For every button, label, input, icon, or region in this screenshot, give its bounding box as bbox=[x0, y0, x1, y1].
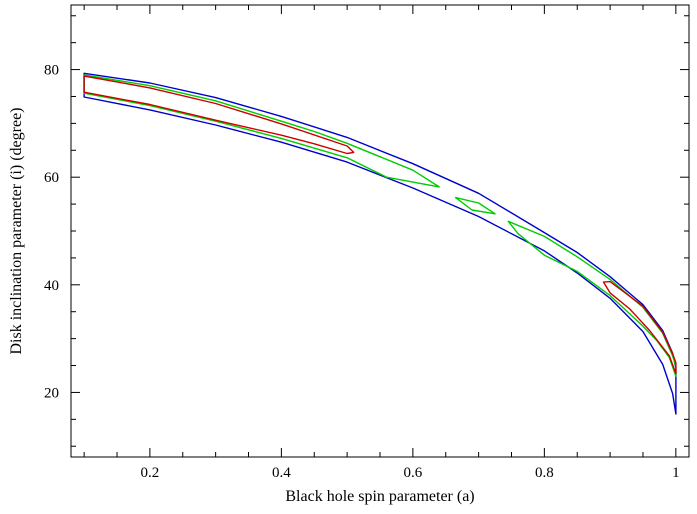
axis-ticks: 0.2 0.4 0.6 0.8 1 20 40 60 80 bbox=[44, 5, 689, 481]
y-tick-label: 60 bbox=[44, 170, 59, 186]
x-tick-label: 0.4 bbox=[272, 465, 291, 481]
contour-series-line-5 bbox=[602, 280, 677, 375]
y-tick-label: 40 bbox=[44, 278, 59, 294]
contour-series-line-1 bbox=[83, 74, 440, 188]
contour-series bbox=[83, 72, 677, 415]
contour-series-line-3 bbox=[507, 220, 677, 377]
y-tick-label: 80 bbox=[44, 63, 59, 79]
x-tick-label: 0.6 bbox=[403, 465, 422, 481]
plot-frame bbox=[70, 4, 690, 458]
contour-series-line-4 bbox=[83, 75, 355, 155]
x-tick-label: 1 bbox=[672, 465, 680, 481]
contour-series-line-2 bbox=[454, 196, 496, 215]
contour-series-line-0 bbox=[83, 72, 677, 415]
x-tick-label: 0.8 bbox=[535, 465, 554, 481]
y-axis-label: Disk inclination parameter (i) (degree) bbox=[8, 108, 25, 355]
x-tick-label: 0.2 bbox=[141, 465, 160, 481]
y-tick-label: 20 bbox=[44, 385, 59, 401]
x-axis-label: Black hole spin parameter (a) bbox=[285, 488, 474, 505]
